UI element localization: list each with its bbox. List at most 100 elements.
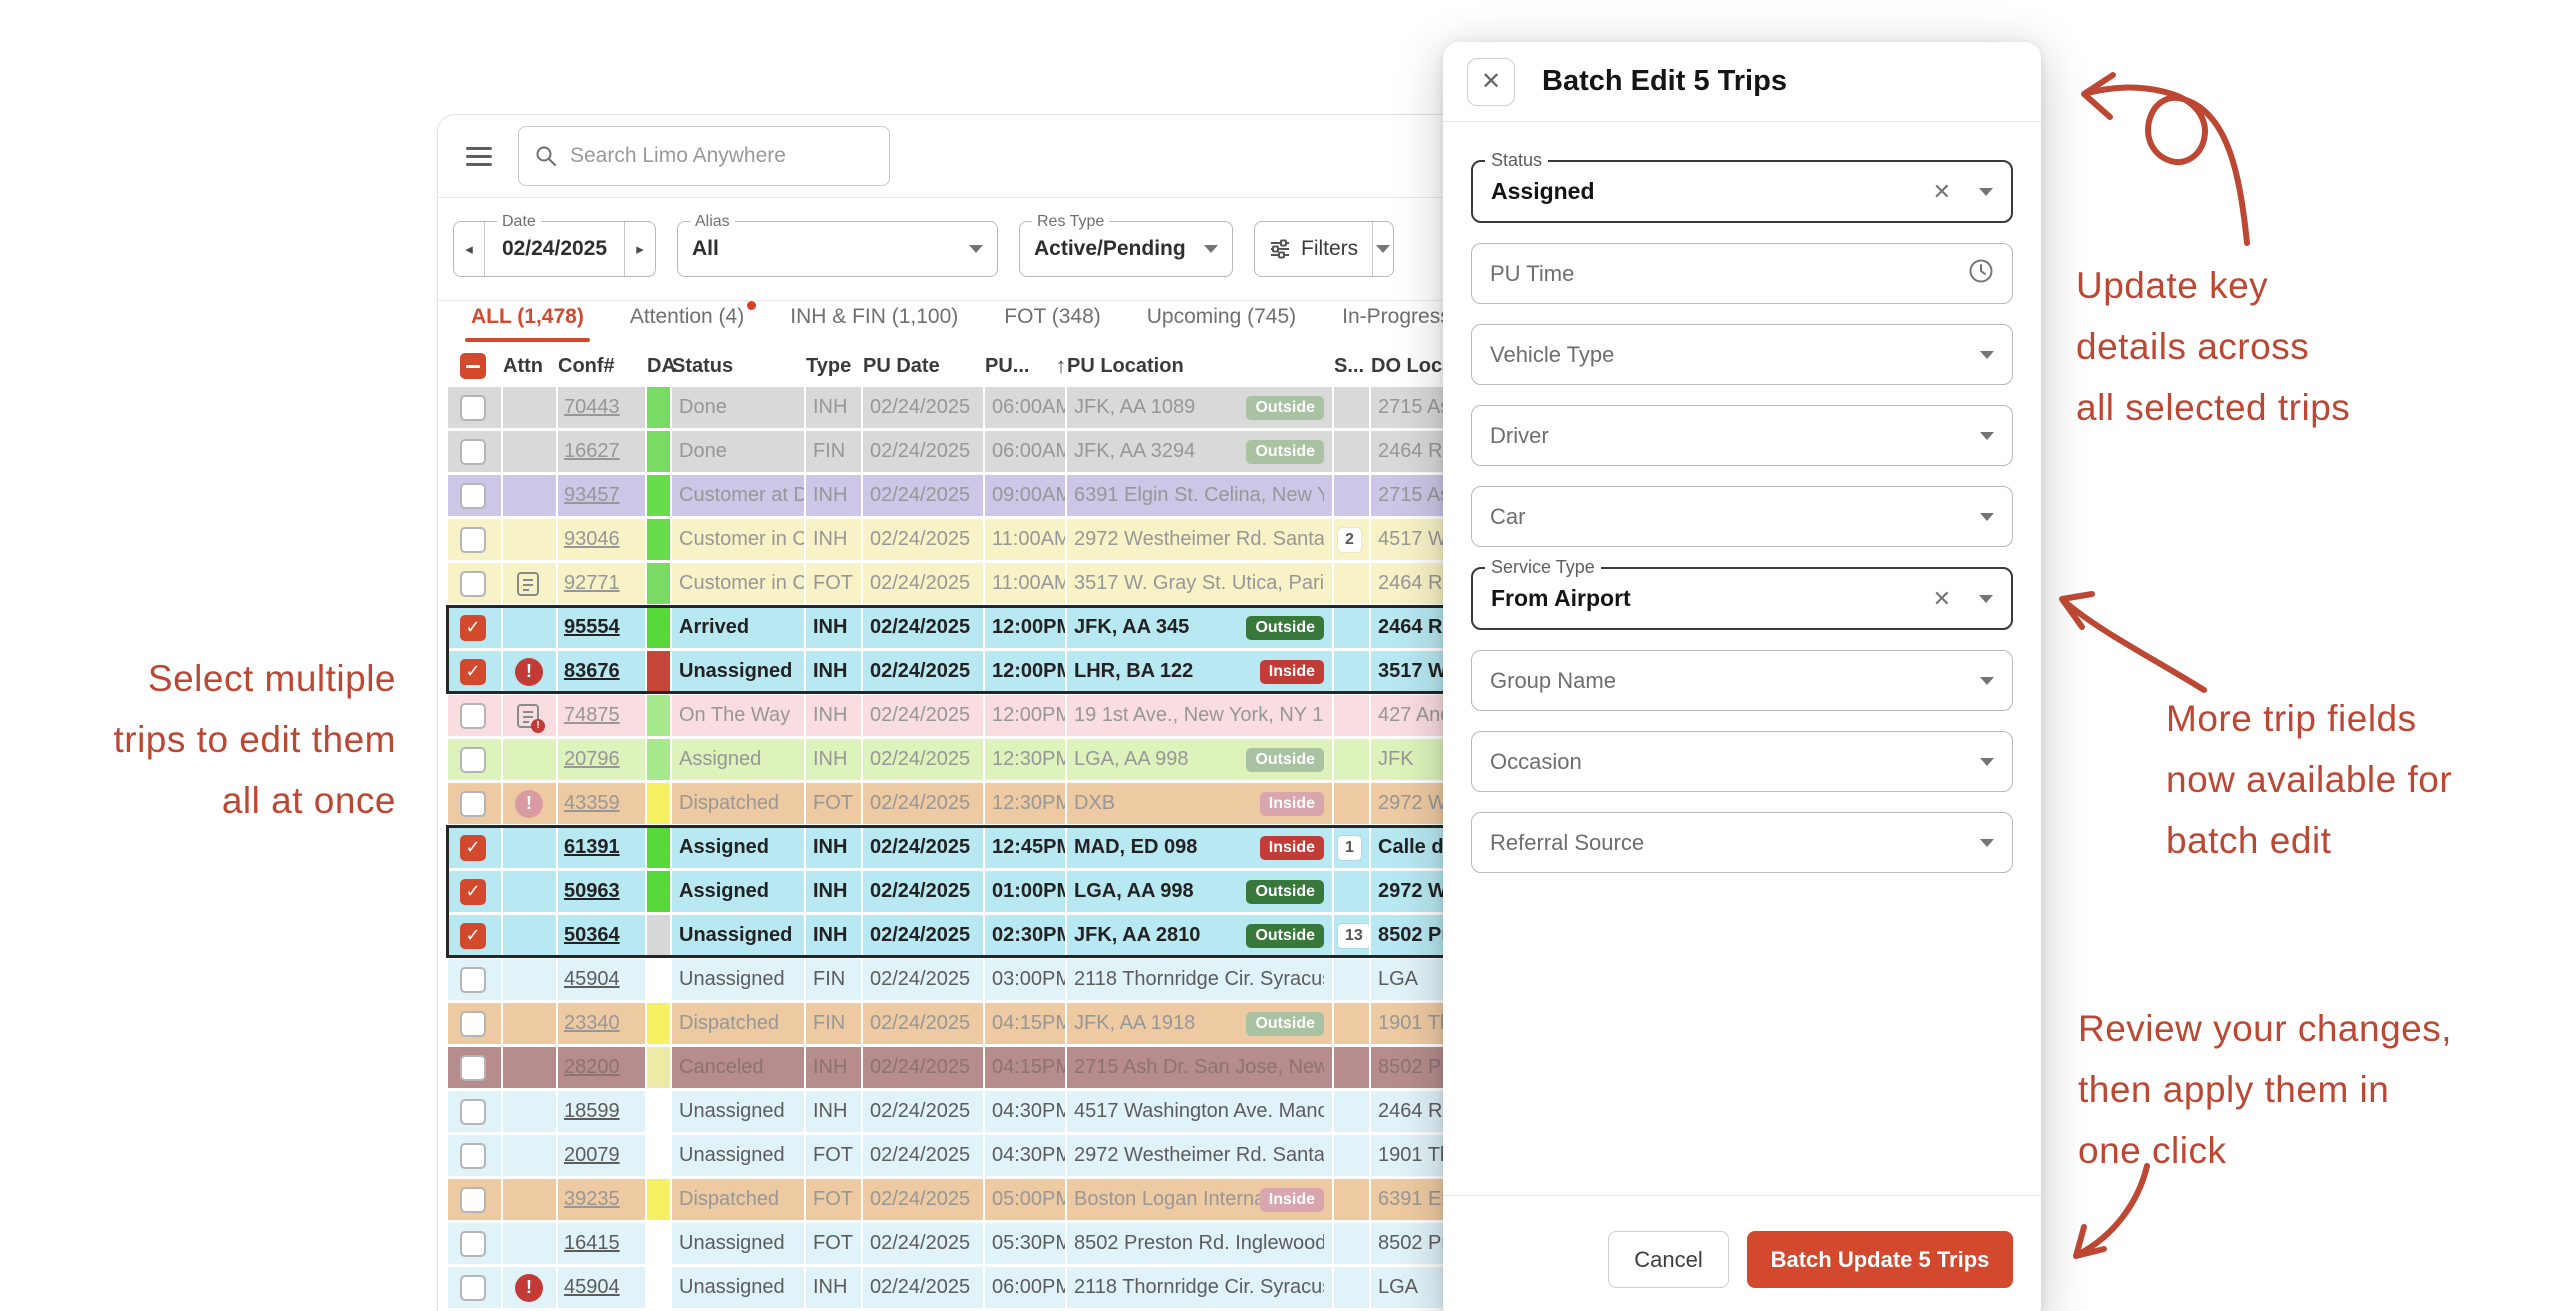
conf-number-link[interactable]: 50963 [558,880,620,903]
tab-inh-fin-1-100-[interactable]: INH & FIN (1,100) [790,305,958,342]
row-checkbox[interactable] [460,1275,486,1301]
clear-icon[interactable]: ✕ [1933,588,1951,610]
select-all-checkbox[interactable] [460,353,486,379]
row-checkbox[interactable] [460,967,486,993]
table-row[interactable]: 39235DispatchedFOT02/24/202505:00PMBosto… [448,1179,1502,1220]
table-row[interactable]: 92771Customer in CarFOT02/24/202511:00AM… [448,563,1502,604]
table-row[interactable]: ✓50963AssignedINH02/24/202501:00PMLGA, A… [448,871,1502,912]
cancel-button[interactable]: Cancel [1608,1231,1729,1288]
tab-attention-4-[interactable]: Attention (4) [630,305,744,342]
vehicle-type-field[interactable]: Vehicle Type [1471,324,2013,385]
conf-number-link[interactable]: 16415 [558,1232,620,1255]
row-checkbox[interactable] [460,1187,486,1213]
column-header-conf[interactable]: Conf# [558,347,645,385]
conf-number-link[interactable]: 45904 [558,1276,620,1299]
row-checkbox[interactable] [460,571,486,597]
next-day-button[interactable]: ▸ [625,222,655,276]
table-row[interactable]: ✓61391AssignedINH02/24/202512:45PMMAD, E… [448,827,1502,868]
row-checkbox[interactable]: ✓ [460,923,486,949]
conf-number-link[interactable]: 16627 [558,440,620,463]
row-checkbox[interactable]: ✓ [460,835,486,861]
date-field[interactable]: Date 02/24/2025 [484,222,625,276]
filters-dropdown-button[interactable] [1372,222,1393,276]
column-header-status[interactable]: Status [672,347,804,385]
referral-source-field[interactable]: Referral Source [1471,812,2013,873]
occasion-field[interactable]: Occasion [1471,731,2013,792]
tab-fot-348-[interactable]: FOT (348) [1004,305,1100,342]
row-checkbox[interactable]: ✓ [460,879,486,905]
row-checkbox[interactable] [460,1143,486,1169]
conf-number-link[interactable]: 45904 [558,968,620,991]
status-field[interactable]: StatusAssigned✕ [1471,160,2013,223]
car-field[interactable]: Car [1471,486,2013,547]
row-checkbox[interactable] [460,791,486,817]
conf-number-link[interactable]: 20796 [558,748,620,771]
close-icon[interactable]: ✕ [1467,58,1515,106]
table-row[interactable]: 45904UnassignedFIN02/24/202503:00PM2118 … [448,959,1502,1000]
table-row[interactable]: 18599UnassignedINH02/24/202504:30PM4517 … [448,1091,1502,1132]
search-input[interactable]: Search Limo Anywhere [518,126,890,186]
row-checkbox[interactable]: ✓ [460,615,486,641]
conf-number-link[interactable]: 95554 [558,616,620,639]
table-row[interactable]: !45904UnassignedINH02/24/202506:00PM2118… [448,1267,1502,1308]
pu-time-field[interactable]: PU Time [1471,243,2013,304]
table-row[interactable]: ✓95554ArrivedINH02/24/202512:00PMJFK, AA… [448,607,1502,648]
column-header-pu[interactable]: PU...↑ [985,347,1065,385]
conf-number-link[interactable]: 20079 [558,1144,620,1167]
table-row[interactable]: 70443DoneINH02/24/202506:00AMJFK, AA 108… [448,387,1502,428]
table-row[interactable]: ✓50364UnassignedINH02/24/202502:30PMJFK,… [448,915,1502,956]
table-row[interactable]: 16627DoneFIN02/24/202506:00AMJFK, AA 329… [448,431,1502,472]
tab-all-1-478-[interactable]: ALL (1,478) [471,305,584,342]
conf-number-link[interactable]: 39235 [558,1188,620,1211]
driver-field[interactable]: Driver [1471,405,2013,466]
prev-day-button[interactable]: ◂ [454,222,484,276]
table-row[interactable]: 28200CanceledINH02/24/202504:15PM2715 As… [448,1047,1502,1088]
conf-number-link[interactable]: 23340 [558,1012,620,1035]
table-row[interactable]: 16415UnassignedFOT02/24/202505:30PM8502 … [448,1223,1502,1264]
row-checkbox[interactable] [460,1099,486,1125]
conf-number-link[interactable]: 43359 [558,792,620,815]
conf-number-link[interactable]: 74875 [558,704,620,727]
tab-upcoming-745-[interactable]: Upcoming (745) [1147,305,1296,342]
alias-select[interactable]: Alias All [677,221,998,277]
table-row[interactable]: !43359DispatchedFOT02/24/202512:30PMDXBI… [448,783,1502,824]
table-row[interactable]: 93046Customer in CarINH02/24/202511:00AM… [448,519,1502,560]
table-row[interactable]: 93457Customer at DOINH02/24/202509:00AM6… [448,475,1502,516]
conf-number-link[interactable]: 28200 [558,1056,620,1079]
row-checkbox[interactable] [460,1055,486,1081]
column-header-type[interactable]: Type [806,347,861,385]
conf-number-link[interactable]: 61391 [558,836,620,859]
column-header-pulocation[interactable]: PU Location [1067,347,1332,385]
conf-number-link[interactable]: 93046 [558,528,620,551]
row-checkbox[interactable]: ✓ [460,659,486,685]
table-row[interactable]: ✓!83676UnassignedINH02/24/202512:00PMLHR… [448,651,1502,692]
filters-button[interactable]: Filters [1255,222,1372,276]
table-row[interactable]: 23340DispatchedFIN02/24/202504:15PMJFK, … [448,1003,1502,1044]
res-type-select[interactable]: Res Type Active/Pending [1019,221,1233,277]
column-header-s[interactable]: S... [1334,347,1369,385]
conf-number-link[interactable]: 18599 [558,1100,620,1123]
conf-number-link[interactable]: 50364 [558,924,620,947]
conf-number-link[interactable]: 70443 [558,396,620,419]
service-type-field[interactable]: Service TypeFrom Airport✕ [1471,567,2013,630]
conf-number-link[interactable]: 92771 [558,572,620,595]
column-header-pudate[interactable]: PU Date [863,347,983,385]
menu-icon[interactable] [466,147,492,166]
table-row[interactable]: 20796AssignedINH02/24/202512:30PMLGA, AA… [448,739,1502,780]
row-checkbox[interactable] [460,439,486,465]
conf-number-link[interactable]: 93457 [558,484,620,507]
conf-number-link[interactable]: 83676 [558,660,620,683]
row-checkbox[interactable] [460,395,486,421]
clear-icon[interactable]: ✕ [1933,181,1951,203]
row-checkbox[interactable] [460,747,486,773]
row-checkbox[interactable] [460,1011,486,1037]
row-checkbox[interactable] [460,1231,486,1257]
table-row[interactable]: !74875On The WayINH02/24/202512:00PM19 1… [448,695,1502,736]
row-checkbox[interactable] [460,703,486,729]
column-header-da[interactable]: DA [647,347,670,385]
row-checkbox[interactable] [460,527,486,553]
column-header-attn[interactable]: Attn [503,347,556,385]
batch-update-button[interactable]: Batch Update 5 Trips [1747,1231,2013,1288]
group-name-field[interactable]: Group Name [1471,650,2013,711]
table-row[interactable]: 20079UnassignedFOT02/24/202504:30PM2972 … [448,1135,1502,1176]
